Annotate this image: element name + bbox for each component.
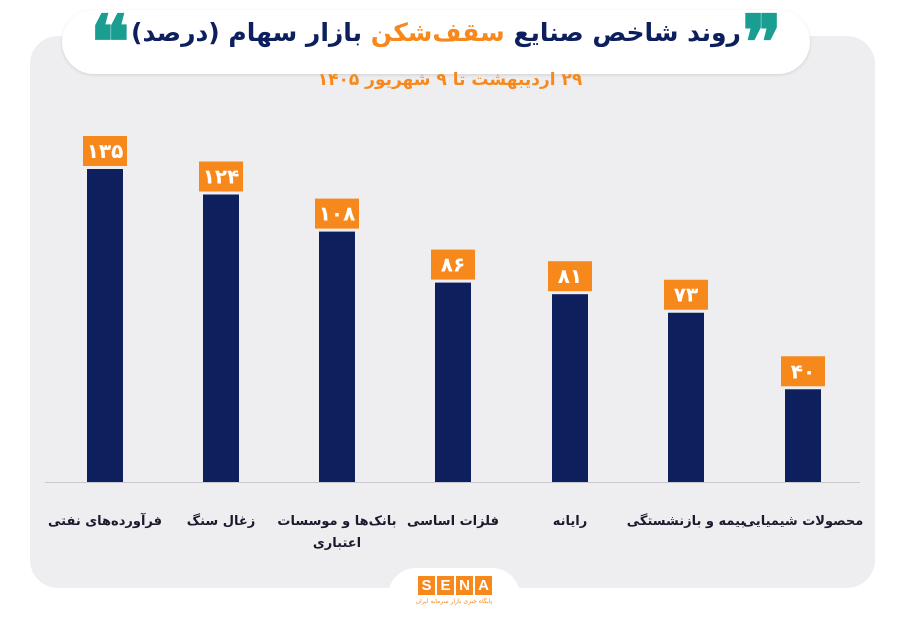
bar-1 <box>203 194 239 482</box>
value-label-bg-5 <box>664 279 708 310</box>
bar-2 <box>319 231 355 482</box>
value-label-3: ۸۶ <box>441 253 465 277</box>
quote-open-icon: ❝ <box>90 0 130 86</box>
logo-letter-e: E <box>437 576 454 595</box>
chart-subtitle: ۲۹ اردیبهشت تا ۹ شهریور ۱۴۰۵ <box>317 70 583 90</box>
title-part-1: روند شاخص صنایع <box>504 18 741 47</box>
category-label-2-line-0: بانک‌ها و موسسات <box>277 514 396 529</box>
title-highlight: سقف‌شکن <box>370 18 505 47</box>
value-label-2: ۱۰۸ <box>319 202 356 226</box>
value-label-bg-0 <box>83 136 127 166</box>
sena-logo: S E N A <box>418 576 492 595</box>
logo-letter-s: S <box>418 576 435 595</box>
value-label-6: ۴۰ <box>791 359 815 383</box>
value-label-bg-4 <box>548 261 592 292</box>
value-label-bg-6 <box>781 356 825 387</box>
logo-tagline: پایگاه خبری بازار سرمایه ایران <box>415 598 493 605</box>
chart-title: روند شاخص صنایع سقف‌شکن بازار سهام (درصد… <box>62 18 810 47</box>
category-label-3: فلزات اساسی <box>407 514 499 529</box>
category-label-0: فرآورده‌های نفتی <box>48 512 162 529</box>
bar-4 <box>552 294 588 482</box>
value-label-1: ۱۲۴ <box>203 165 240 189</box>
category-label-1: زغال سنگ <box>187 513 255 529</box>
title-part-2: بازار سهام (درصد) <box>131 18 371 47</box>
quote-close-icon: ❞ <box>742 0 782 86</box>
bar-5 <box>668 312 704 482</box>
value-label-bg-1 <box>199 161 243 192</box>
bar-6 <box>785 389 821 482</box>
value-label-bg-3 <box>431 249 475 280</box>
category-label-6: محصولات شیمیایی <box>743 514 864 529</box>
logo-letter-a: A <box>475 576 492 595</box>
title-banner: ❝ روند شاخص صنایع سقف‌شکن بازار سهام (در… <box>62 6 810 80</box>
logo-tab <box>388 568 520 624</box>
category-label-5: بیمه و بازنشستگی <box>627 513 746 529</box>
bar-3 <box>435 282 471 482</box>
value-label-4: ۸۱ <box>558 264 582 288</box>
value-label-bg-2 <box>315 198 359 229</box>
bar-0 <box>87 169 123 482</box>
value-label-0: ۱۳۵ <box>87 139 124 163</box>
value-label-5: ۷۳ <box>674 283 698 307</box>
logo-letter-n: N <box>456 576 473 595</box>
category-label-4: رایانه <box>553 514 587 529</box>
category-label-2-line-1: اعتباری <box>313 536 361 551</box>
